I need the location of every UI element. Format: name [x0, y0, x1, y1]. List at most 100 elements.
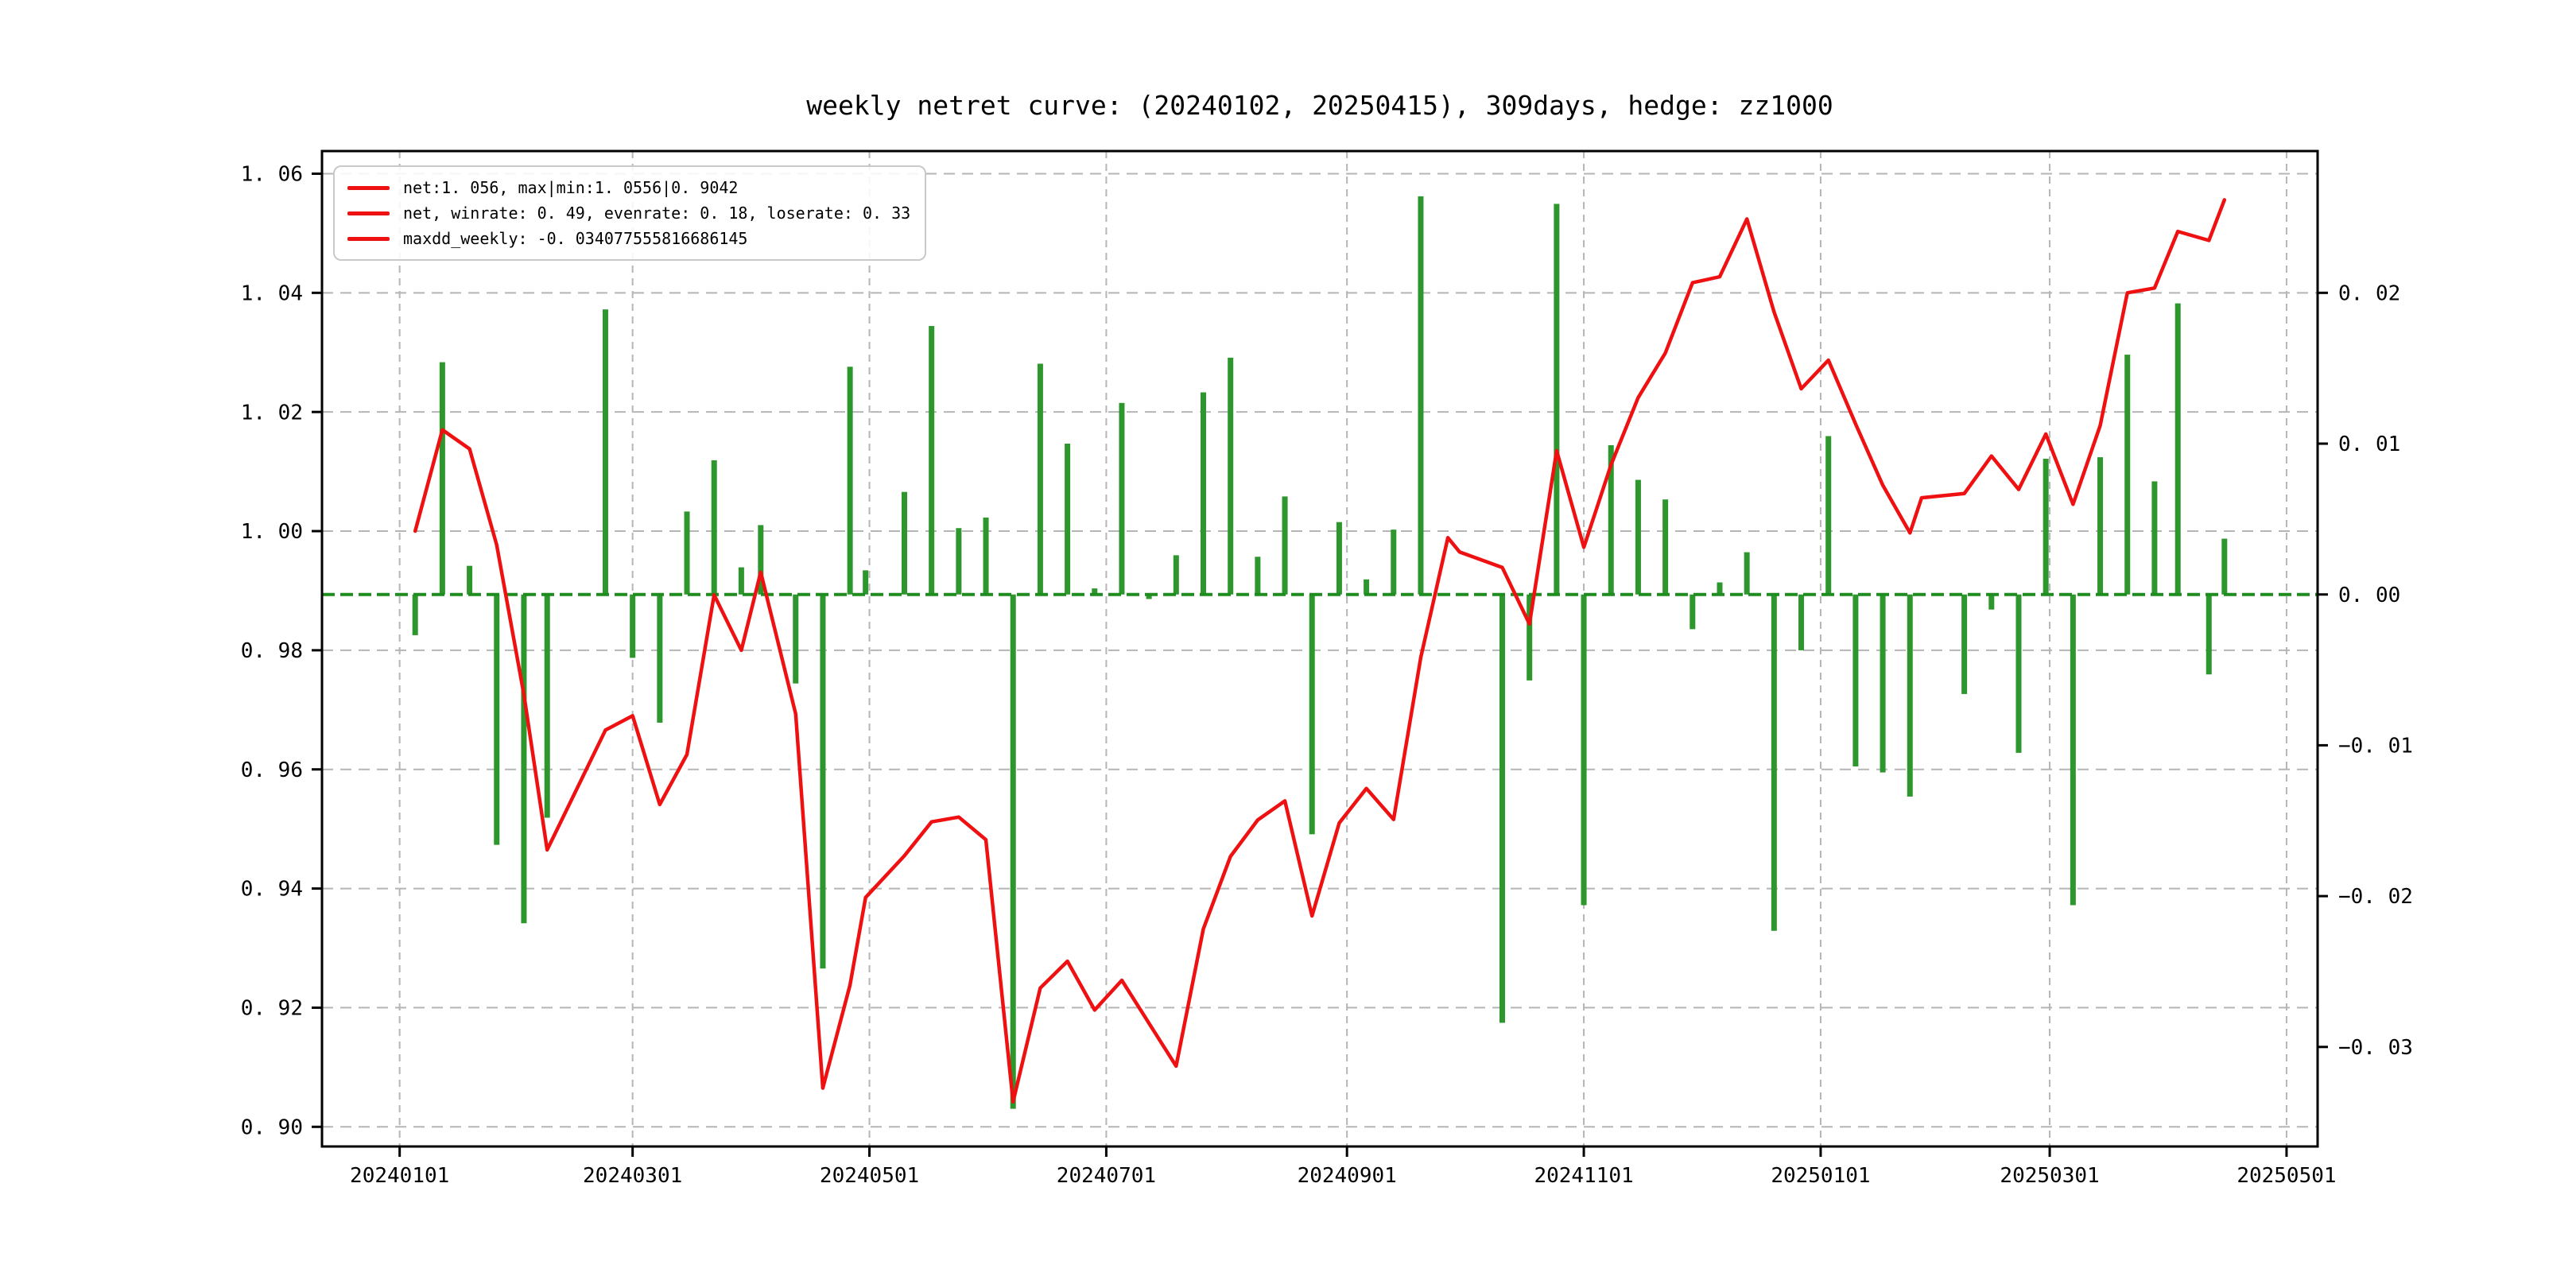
x-tick-label: 20240501	[820, 1164, 919, 1188]
weekly-return-bar	[494, 594, 500, 845]
weekly-return-bar	[1228, 357, 1234, 595]
weekly-return-bar	[1364, 579, 1370, 595]
right-tick-label: −0. 02	[2338, 885, 2413, 909]
left-tick-label: 1. 06	[241, 163, 303, 187]
weekly-return-bar	[1662, 499, 1669, 595]
x-tick-label: 20250101	[1771, 1164, 1870, 1188]
weekly-return-bar	[1065, 444, 1071, 595]
weekly-return-bar	[602, 309, 608, 595]
right-tick-label: 0. 01	[2338, 433, 2400, 456]
left-tick-label: 1. 04	[241, 281, 303, 305]
weekly-return-bar	[847, 367, 853, 595]
weekly-return-bar	[1010, 594, 1016, 1109]
net-line	[413, 198, 2227, 1104]
weekly-return-bar	[1173, 555, 1179, 595]
weekly-return-bar	[1771, 594, 1777, 931]
plot-border	[320, 149, 2319, 1148]
weekly-return-bar	[758, 525, 764, 595]
weekly-return-bar	[2015, 594, 2022, 753]
weekly-return-bar	[544, 594, 550, 818]
legend-line-swatch	[347, 185, 390, 190]
x-tick-label: 20240101	[350, 1164, 449, 1188]
weekly-return-bar	[1717, 582, 1723, 595]
weekly-return-bar	[2097, 457, 2104, 595]
x-tick-label: 20250501	[2237, 1164, 2336, 1188]
left-tick-label: 0. 90	[241, 1115, 303, 1139]
legend-item: maxdd_weekly: -0. 034077555816686145	[347, 226, 910, 251]
weekly-return-bar	[1255, 557, 1261, 595]
legend-label: net, winrate: 0. 49, evenrate: 0. 18, lo…	[403, 204, 911, 223]
weekly-return-bar	[793, 594, 799, 684]
weekly-return-bar	[1418, 196, 1424, 595]
right-tick-label: 0. 02	[2338, 281, 2400, 305]
weekly-return-bar	[1825, 436, 1832, 595]
weekly-return-bar	[2070, 594, 2076, 906]
weekly-return-bar	[1037, 363, 1043, 595]
weekly-return-bar	[1554, 204, 1560, 595]
right-tick-label: −0. 01	[2338, 735, 2413, 758]
weekly-return-bar	[1961, 594, 1968, 694]
weekly-return-bar	[1798, 594, 1805, 650]
legend-label: net:1. 056, max|min:1. 0556|0. 9042	[403, 178, 739, 197]
weekly-return-bar	[1201, 392, 1207, 595]
weekly-return-bar	[1336, 522, 1342, 595]
legend-label: maxdd_weekly: -0. 034077555816686145	[403, 229, 748, 248]
legend-line-swatch	[347, 236, 390, 241]
x-tick-label: 20240901	[1298, 1164, 1397, 1188]
weekly-return-bar	[2124, 355, 2131, 595]
x-tick-label: 20240301	[583, 1164, 682, 1188]
weekly-return-bar	[684, 511, 690, 595]
left-tick-label: 1. 00	[241, 520, 303, 544]
weekly-return-bar	[1527, 594, 1533, 681]
legend-box: net:1. 056, max|min:1. 0556|0. 9042 net, …	[333, 165, 927, 261]
weekly-return-bar	[929, 326, 935, 595]
weekly-return-bar	[412, 594, 418, 635]
weekly-return-bar	[1852, 594, 1859, 766]
x-tick-label: 20241101	[1534, 1164, 1633, 1188]
weekly-return-bar	[956, 528, 962, 595]
weekly-return-bar	[738, 567, 744, 595]
weekly-return-bar	[439, 362, 445, 595]
weekly-return-bar	[1880, 594, 1886, 773]
weekly-return-bar	[863, 570, 869, 595]
weekly-return-bar	[630, 594, 636, 658]
right-tick-label: −0. 03	[2338, 1036, 2413, 1060]
weekly-return-bar	[1690, 594, 1696, 630]
weekly-return-bar	[983, 517, 989, 595]
x-tick-label: 20250301	[2000, 1164, 2099, 1188]
weekly-return-bar	[901, 491, 907, 595]
weekly-return-bar	[1146, 594, 1152, 599]
weekly-return-bar	[1309, 594, 1315, 835]
legend-item: net, winrate: 0. 49, evenrate: 0. 18, lo…	[347, 200, 910, 226]
left-tick-label: 1. 02	[241, 401, 303, 425]
weekly-return-bar	[711, 460, 717, 595]
weekly-return-bar	[1119, 402, 1125, 595]
weekly-return-bar	[2151, 481, 2158, 595]
left-tick-label: 0. 94	[241, 878, 303, 902]
right-tick-label: 0. 00	[2338, 584, 2400, 607]
weekly-return-bar	[1907, 594, 1913, 797]
weekly-return-bar	[657, 594, 663, 723]
weekly-return-bar	[467, 565, 473, 595]
weekly-return-bar	[1581, 594, 1587, 906]
left-tick-label: 0. 98	[241, 639, 303, 663]
weekly-return-bar	[2206, 594, 2212, 675]
weekly-return-bar	[2174, 303, 2181, 595]
x-tick-label: 20240701	[1057, 1164, 1156, 1188]
weekly-return-bar	[1988, 594, 1995, 610]
left-tick-label: 0. 92	[241, 997, 303, 1021]
weekly-return-bar	[1635, 479, 1641, 595]
weekly-return-bar	[1391, 530, 1397, 595]
weekly-return-bar	[2043, 458, 2049, 595]
weekly-return-bar	[1499, 594, 1506, 1023]
legend-line-swatch	[347, 211, 390, 215]
weekly-return-bar	[1282, 496, 1288, 595]
legend-item: net:1. 056, max|min:1. 0556|0. 9042	[347, 175, 910, 200]
weekly-return-bar	[1092, 588, 1098, 595]
weekly-return-bar	[1608, 444, 1614, 595]
weekly-return-bar	[521, 594, 527, 924]
left-tick-label: 0. 96	[241, 758, 303, 782]
weekly-return-bar	[820, 594, 826, 969]
